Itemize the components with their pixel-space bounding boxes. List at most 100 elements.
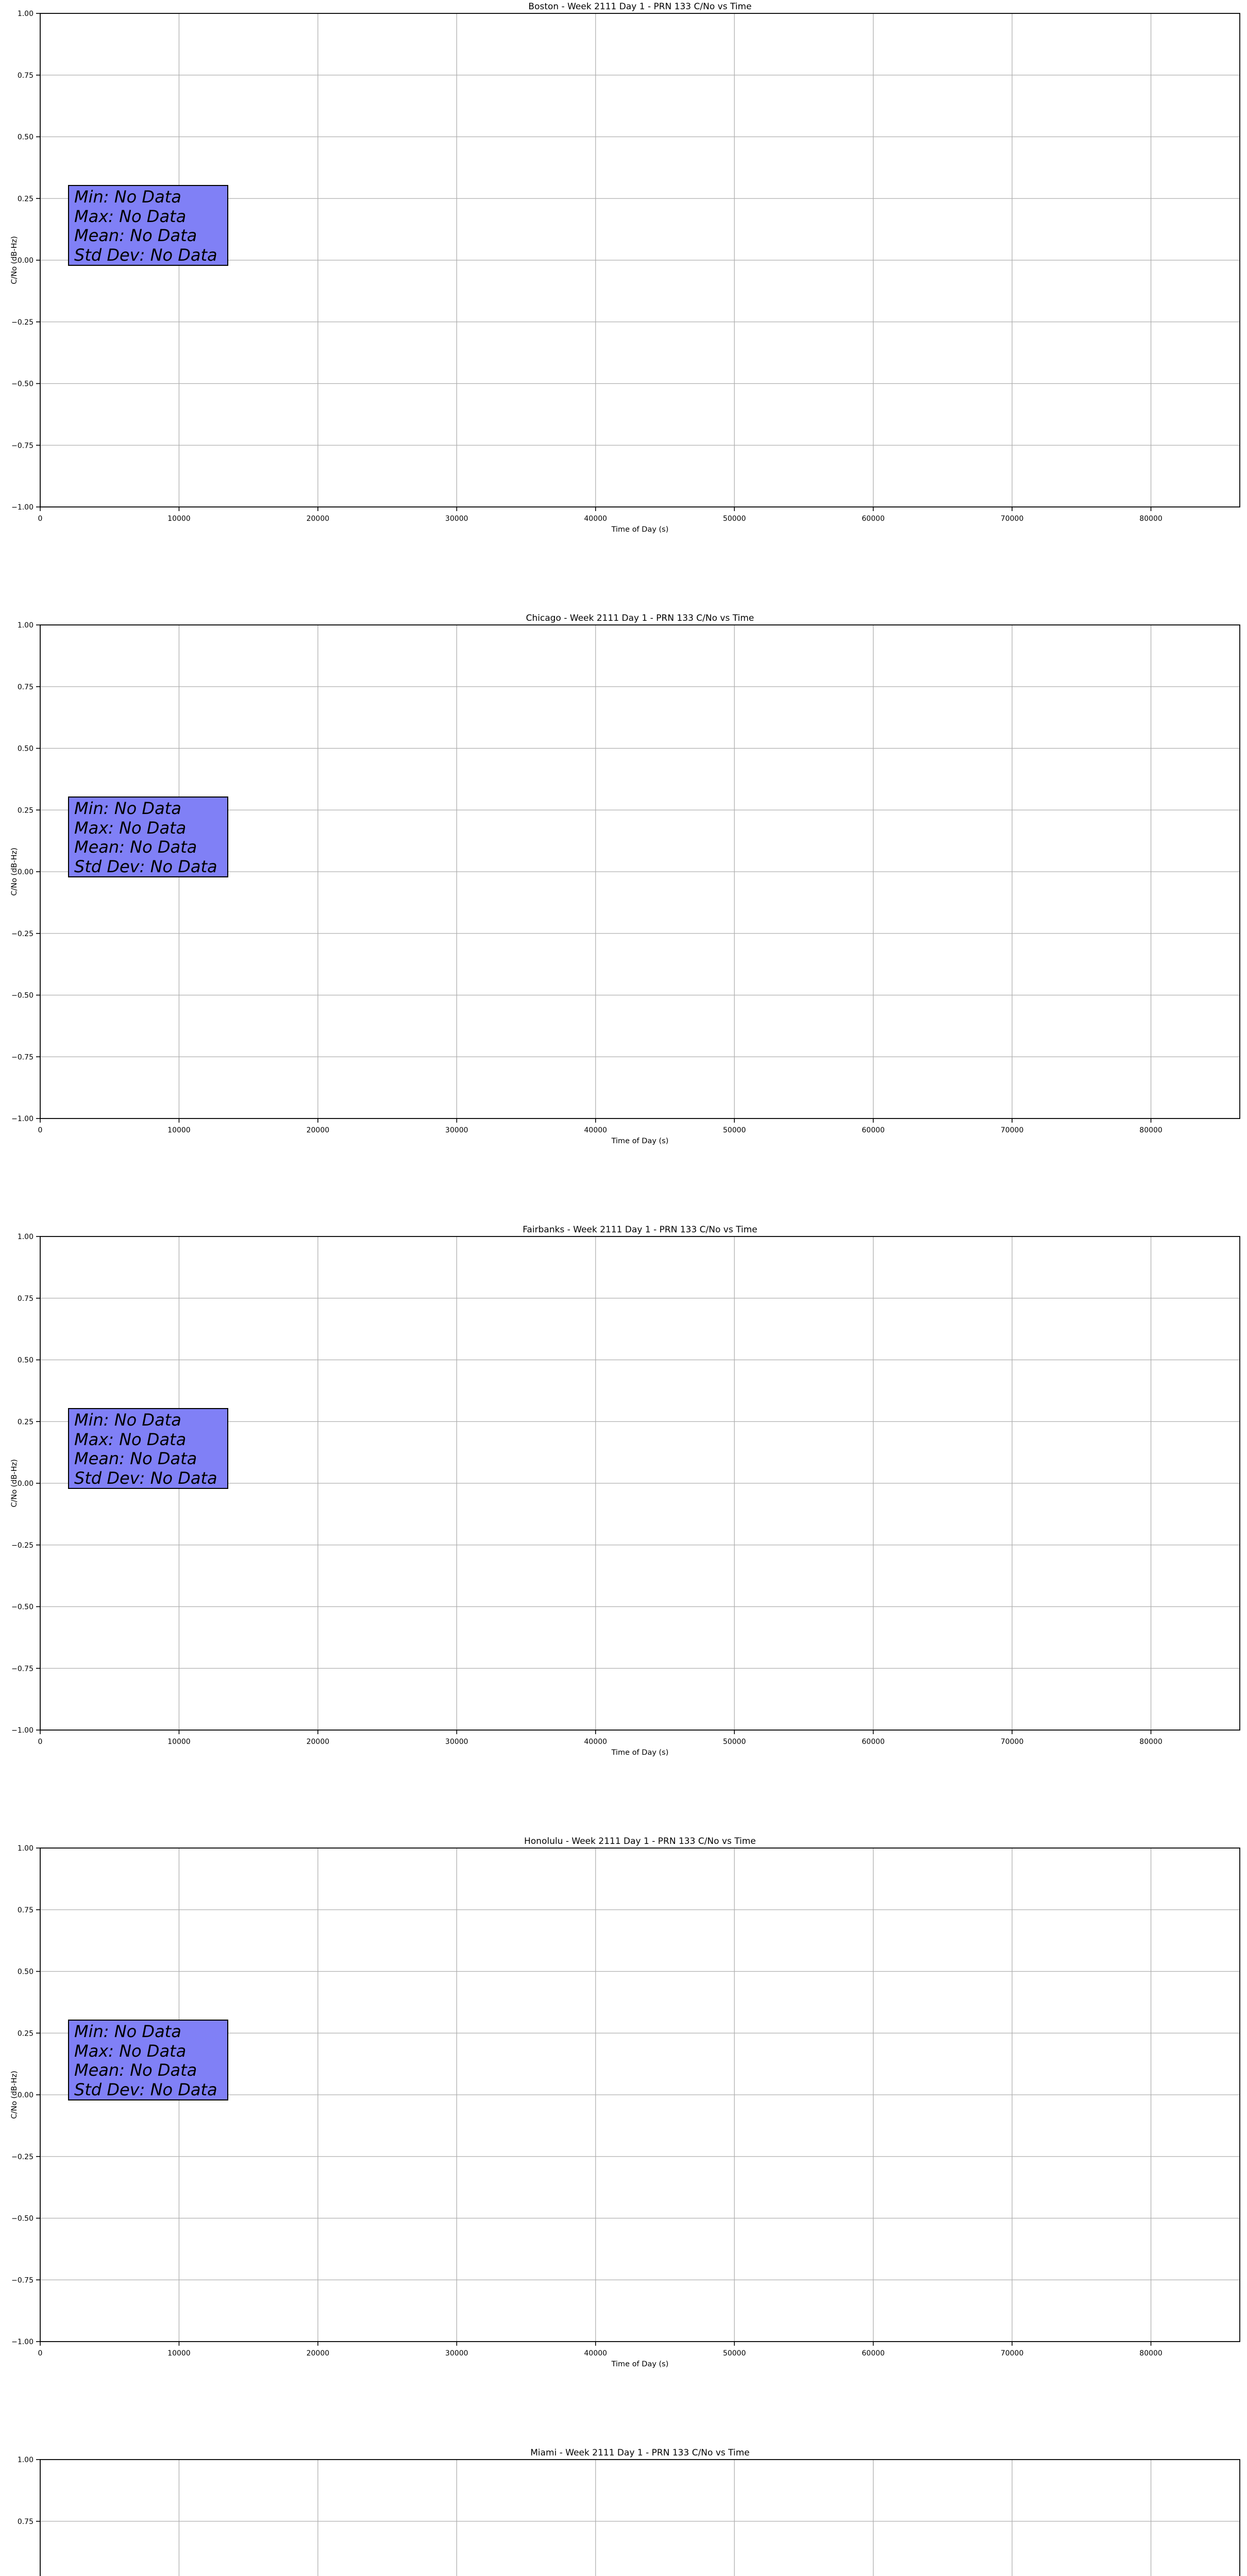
x-tick-label: 10000 <box>167 2349 191 2358</box>
x-tick-label: 80000 <box>1139 1738 1162 1746</box>
y-tick-label: 0.50 <box>18 745 33 753</box>
y-tick-label: −0.50 <box>11 1603 33 1612</box>
x-axis-label: Time of Day (s) <box>611 526 669 534</box>
axes-frame <box>40 1848 1240 2342</box>
x-tick-label: 50000 <box>723 1126 746 1134</box>
stat-stddev: Std Dev: No Data <box>74 856 217 876</box>
y-tick-label: 0.25 <box>18 806 33 815</box>
x-tick-label: 20000 <box>307 1126 330 1134</box>
stats-annotation-box: Min: No Data Max: No Data Mean: No Data … <box>68 2020 228 2100</box>
plot-area-chicago: 1.00 0.75 0.50 0.25 0.00 −0.25 −0.50 −0.75 −1.00… <box>11 621 1240 1134</box>
x-tick-label: 80000 <box>1139 1126 1162 1134</box>
y-tick-label: −0.75 <box>11 2276 33 2284</box>
stat-mean: Mean: No Data <box>74 837 197 857</box>
x-tick-label: 50000 <box>723 515 746 523</box>
x-axis-label: Time of Day (s) <box>611 1137 669 1145</box>
y-tick-label: 0.00 <box>18 257 33 265</box>
chart-title: Fairbanks - Week 2111 Day 1 - PRN 133 C/… <box>523 1225 757 1235</box>
y-tick-label: 1.00 <box>18 1844 33 1853</box>
x-tick-label: 60000 <box>862 1126 885 1134</box>
x-tick-label: 10000 <box>167 1126 191 1134</box>
y-tick-label: 0.75 <box>18 1906 33 1914</box>
chart-block-boston: Boston - Week 2111 Day 1 - PRN 133 C/No … <box>0 0 1247 554</box>
axes-frame <box>40 1236 1240 1731</box>
plot-area-fairbanks: 1.00 0.75 0.50 0.25 0.00 −0.25 −0.50 −0.75 −1.00… <box>11 1233 1240 1746</box>
x-tick-label: 70000 <box>1001 1738 1024 1746</box>
y-tick-label: 1.00 <box>18 621 33 630</box>
stats-annotation-box: Min: No Data Max: No Data Mean: No Data … <box>68 1408 228 1489</box>
x-tick-label: 40000 <box>584 1126 608 1134</box>
chart-title: Miami - Week 2111 Day 1 - PRN 133 C/No v… <box>530 2448 750 2458</box>
plot-area-miami: 1.000.750.500.250.00−0.25−0.50−0.75−1.00… <box>18 2456 1240 2576</box>
y-tick-label: 1.00 <box>18 10 33 18</box>
stat-stddev: Std Dev: No Data <box>74 245 217 265</box>
y-tick-label: 0.75 <box>18 1295 33 1303</box>
plot-area-boston: 1.00 0.75 0.50 0.25 0.00 −0.25 −0.50 −0.75 −1.00… <box>11 10 1240 523</box>
stat-mean: Mean: No Data <box>74 226 197 245</box>
stats-annotation-box: Min: No Data Max: No Data Mean: No Data … <box>68 185 228 266</box>
y-tick-label: −1.00 <box>11 2338 33 2346</box>
x-tick-label: 20000 <box>307 515 330 523</box>
x-tick-label: 50000 <box>723 1738 746 1746</box>
x-tick-label: 60000 <box>862 515 885 523</box>
x-tick-label: 50000 <box>723 2349 746 2358</box>
y-axis-label: C/No (dB-Hz) <box>10 1459 19 1507</box>
x-axis-label: Time of Day (s) <box>611 1749 669 1757</box>
y-tick-label: −0.25 <box>11 2153 33 2161</box>
y-tick-label: 0.25 <box>18 1418 33 1426</box>
stat-min: Min: No Data <box>74 2022 181 2041</box>
y-tick-label: 0.75 <box>18 72 33 80</box>
x-tick-label: 0 <box>38 2349 43 2358</box>
x-tick-label: 40000 <box>584 515 608 523</box>
x-tick-label: 30000 <box>445 515 468 523</box>
y-tick-label: −0.25 <box>11 1541 33 1550</box>
y-tick-label: −0.75 <box>11 1053 33 1061</box>
x-tick-label: 80000 <box>1139 515 1162 523</box>
stat-stddev: Std Dev: No Data <box>74 1468 217 1488</box>
y-tick-label: −1.00 <box>11 503 33 512</box>
axes-frame <box>40 624 1240 1119</box>
x-tick-label: 30000 <box>445 2349 468 2358</box>
stat-min: Min: No Data <box>74 1410 181 1430</box>
y-axis-label: C/No (dB-Hz) <box>10 848 19 896</box>
stat-min: Min: No Data <box>74 799 181 818</box>
x-tick-label: 30000 <box>445 1738 468 1746</box>
y-axis-label: C/No (dB-Hz) <box>10 236 19 284</box>
axes-frame <box>40 13 1240 507</box>
axes-frame <box>40 2459 1240 2576</box>
stat-mean: Mean: No Data <box>74 1449 197 1468</box>
x-tick-label: 10000 <box>167 515 191 523</box>
x-tick-label: 40000 <box>584 1738 608 1746</box>
chart-title: Chicago - Week 2111 Day 1 - PRN 133 C/No… <box>526 613 754 623</box>
y-tick-label: 0.75 <box>18 2518 33 2526</box>
y-tick-label: −0.25 <box>11 930 33 938</box>
y-tick-label: −0.50 <box>11 2215 33 2223</box>
x-tick-label: 0 <box>38 515 43 523</box>
x-tick-label: 10000 <box>167 1738 191 1746</box>
y-tick-label: 0.00 <box>18 1480 33 1488</box>
x-axis-label: Time of Day (s) <box>611 2360 669 2368</box>
chart-block-fairbanks: Fairbanks - Week 2111 Day 1 - PRN 133 C/… <box>0 1223 1247 1777</box>
stat-stddev: Std Dev: No Data <box>74 2079 217 2099</box>
y-tick-label: 0.25 <box>18 195 33 203</box>
y-tick-label: 1.00 <box>18 1233 33 1241</box>
y-tick-label: 0.50 <box>18 1968 33 1976</box>
chart-title: Honolulu - Week 2111 Day 1 - PRN 133 C/N… <box>524 1836 756 1846</box>
stat-max: Max: No Data <box>74 1429 187 1449</box>
x-tick-label: 0 <box>38 1126 43 1134</box>
x-tick-label: 20000 <box>307 2349 330 2358</box>
y-axis-label: C/No (dB-Hz) <box>10 2071 19 2119</box>
chart-block-honolulu: Honolulu - Week 2111 Day 1 - PRN 133 C/N… <box>0 1835 1247 2388</box>
y-tick-label: −0.50 <box>11 992 33 1000</box>
stat-min: Min: No Data <box>74 187 181 207</box>
y-tick-label: 0.25 <box>18 2029 33 2038</box>
x-tick-label: 30000 <box>445 1126 468 1134</box>
stats-annotation-box: Min: No Data Max: No Data Mean: No Data … <box>68 796 228 877</box>
stat-max: Max: No Data <box>74 818 187 838</box>
x-tick-label: 40000 <box>584 2349 608 2358</box>
stat-mean: Mean: No Data <box>74 2060 197 2080</box>
stat-max: Max: No Data <box>74 2041 187 2061</box>
y-tick-label: 0.50 <box>18 133 33 142</box>
y-tick-label: −1.00 <box>11 1726 33 1735</box>
y-tick-label: 0.50 <box>18 1357 33 1365</box>
